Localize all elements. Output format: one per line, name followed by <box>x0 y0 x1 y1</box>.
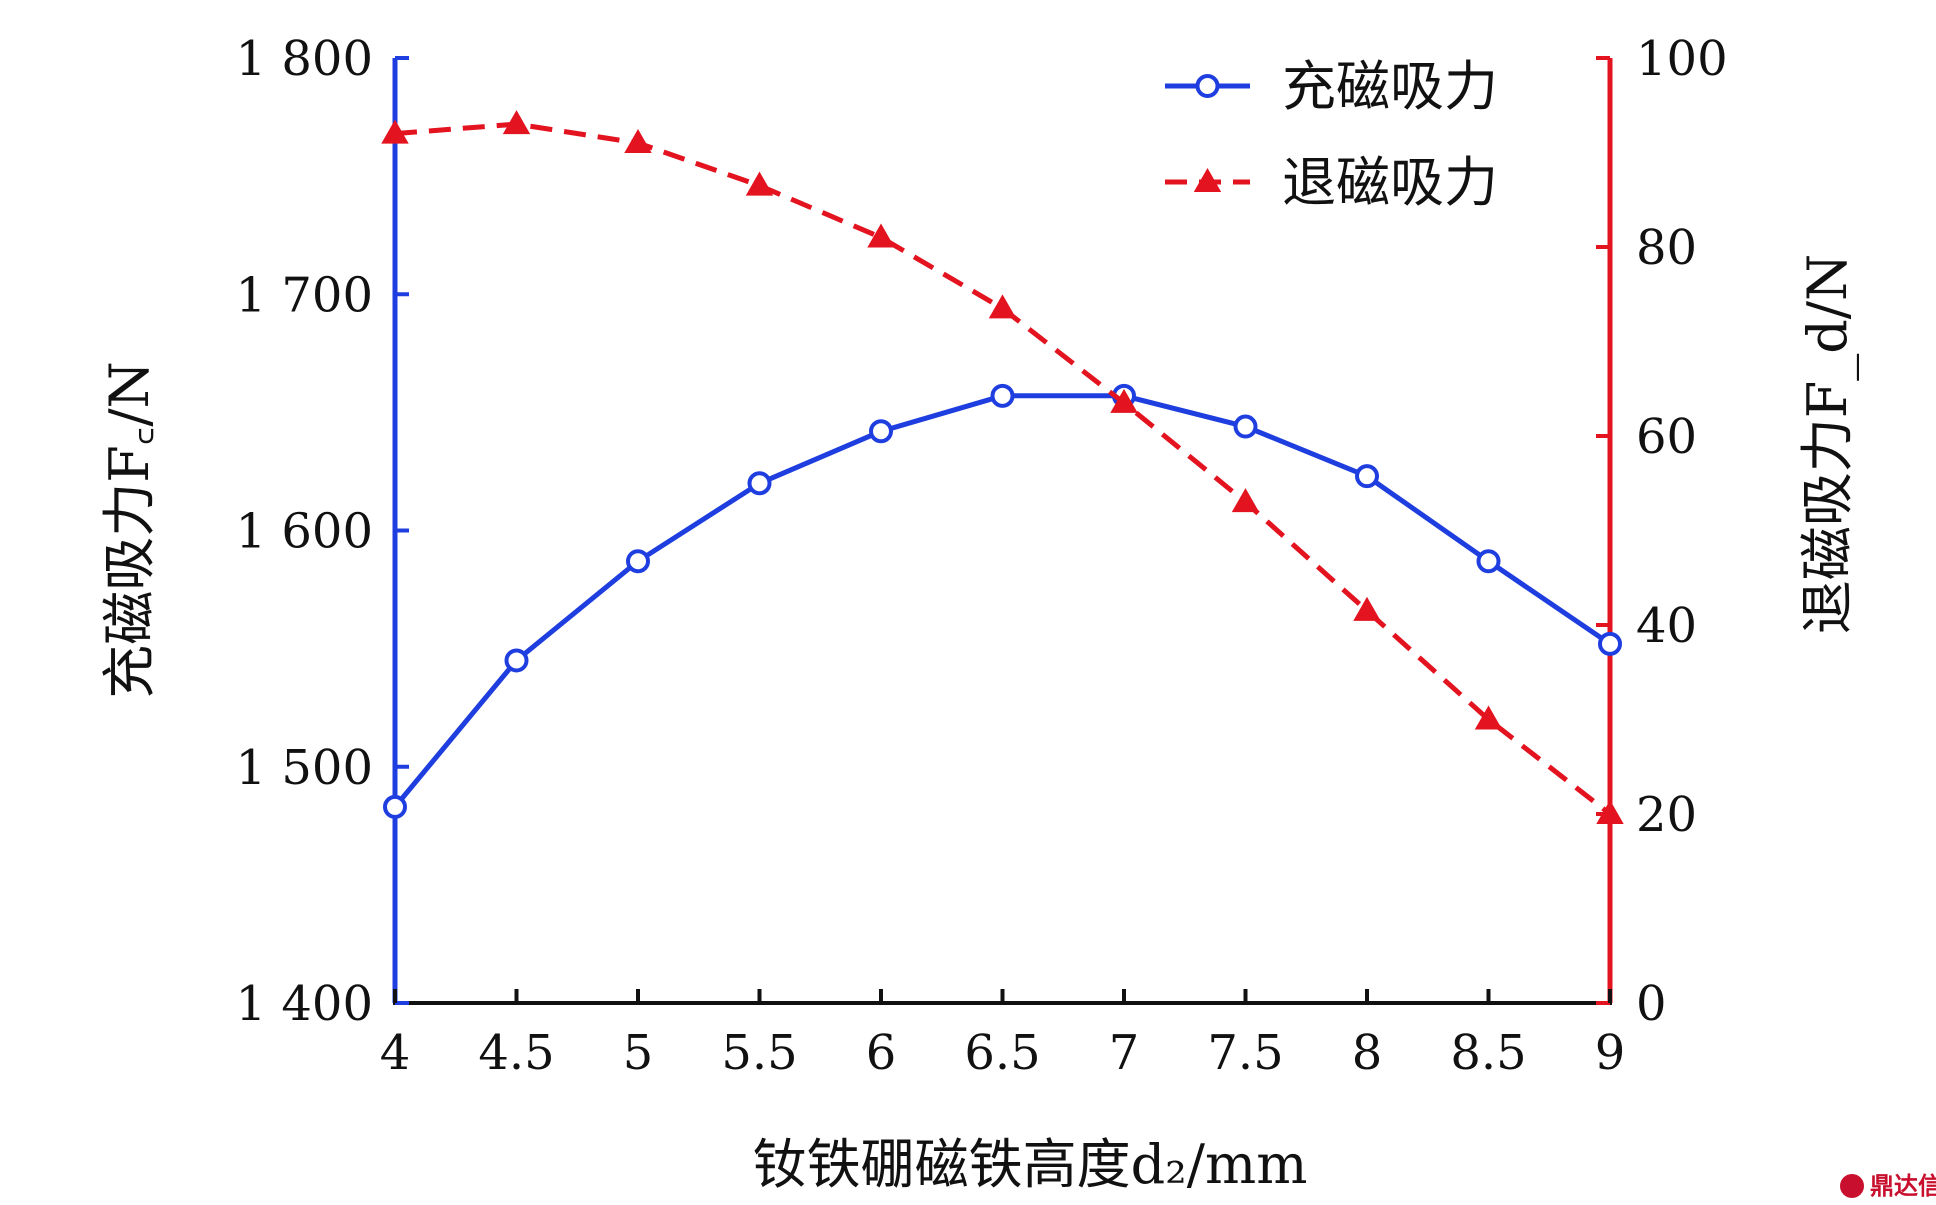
x-tick-label: 8 <box>1352 1025 1383 1081</box>
legend-charge-marker <box>1195 74 1220 98</box>
watermark-logo-icon <box>1840 1174 1864 1198</box>
demag-force-line <box>394 121 1612 816</box>
demag-force-point <box>1596 799 1624 824</box>
legend-demag-label: 退磁吸力 <box>1282 151 1498 214</box>
x-tick-label: 4.5 <box>478 1025 554 1081</box>
charge-force-point <box>1476 549 1501 574</box>
y-right-tick-label: 60 <box>1636 409 1697 465</box>
x-tick-label: 5 <box>623 1025 654 1081</box>
demag-force-point <box>1474 705 1503 730</box>
x-tick-label: 6.5 <box>964 1025 1040 1081</box>
demag-force-point <box>1353 596 1381 621</box>
x-axis-title: 钕铁硼磁铁高度d₂/mm <box>753 1133 1308 1196</box>
charge-force-point <box>383 794 407 819</box>
legend-charge-label: 充磁吸力 <box>1282 55 1498 118</box>
demag-force-point <box>624 129 652 154</box>
charge-force-point <box>504 648 529 673</box>
y-axis-right-title: 退磁吸力F_d/N <box>1796 254 1859 634</box>
charge-force-line <box>393 393 1612 809</box>
x-tick-label: 7 <box>1109 1025 1140 1081</box>
x-tick-label: 5.5 <box>721 1025 797 1081</box>
demag-force-point <box>1110 388 1138 413</box>
charge-force-point <box>869 419 893 444</box>
y-right-tick-label: 100 <box>1636 31 1728 87</box>
y-left-tick-label: 1 400 <box>236 976 373 1032</box>
axes-group: 1 400 1 500 1 600 1 700 1 800 0 20 40 60 80 100 4 4.… <box>236 31 1728 1081</box>
demag-force-point <box>502 110 531 135</box>
y-left-tick-label: 1 700 <box>236 267 373 323</box>
legend-demag-marker <box>1193 167 1222 192</box>
y-right-tick-label: 40 <box>1636 598 1697 654</box>
watermark-text: 鼎达信 <box>1870 1172 1936 1200</box>
watermark: 鼎达信 <box>1840 1172 1936 1200</box>
y-left-tick-label: 1 500 <box>236 740 373 796</box>
y-left-tick-label: 1 800 <box>236 31 373 87</box>
y-right-tick-label: 20 <box>1636 787 1697 843</box>
x-tick-label: 4 <box>380 1025 411 1081</box>
charge-force-point <box>747 471 772 496</box>
demag-force-point <box>1231 488 1260 513</box>
series-group <box>381 110 1624 824</box>
demag-force-point <box>988 294 1017 319</box>
x-tick-label: 6 <box>866 1025 897 1081</box>
x-tick-label: 9 <box>1595 1025 1626 1081</box>
demag-force-point <box>381 119 409 144</box>
charge-force-point <box>990 383 1015 408</box>
y-right-tick-label: 0 <box>1636 976 1667 1032</box>
y-left-tick-label: 1 600 <box>236 504 373 560</box>
charge-force-point <box>1355 464 1379 489</box>
y-axis-left-title: 充磁吸力F꜀/N <box>98 361 161 699</box>
demag-force-point <box>867 223 895 248</box>
y-right-tick-label: 80 <box>1636 220 1697 276</box>
demag-force-point <box>745 171 774 196</box>
charge-force-point <box>1233 414 1258 439</box>
x-tick-label: 8.5 <box>1450 1025 1526 1081</box>
charge-force-point <box>626 549 650 574</box>
charge-force-point <box>1598 631 1622 656</box>
x-tick-label: 7.5 <box>1207 1025 1283 1081</box>
